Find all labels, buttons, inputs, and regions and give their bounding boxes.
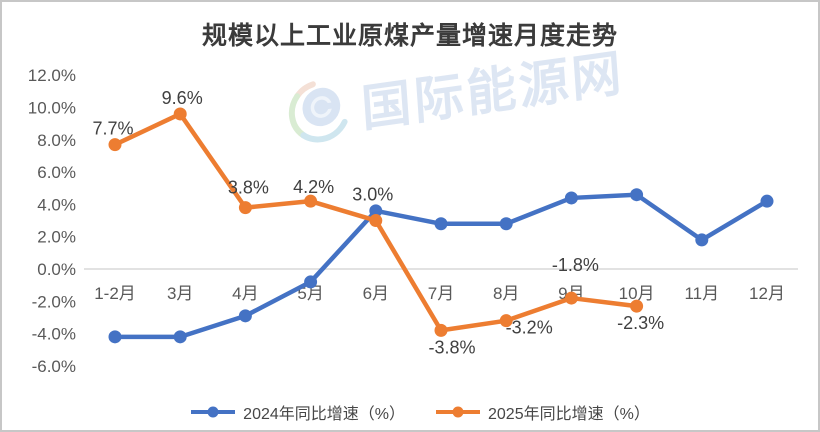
legend-label-2024: 2024年同比增速（%）: [243, 406, 405, 423]
legend-label-2025: 2025年同比增速（%）: [488, 406, 650, 423]
svg-text:8月: 8月: [493, 284, 519, 303]
svg-text:3.8%: 3.8%: [228, 178, 269, 198]
legend-item-2024: 2024年同比增速（%）: [190, 400, 405, 424]
svg-text:-3.8%: -3.8%: [428, 337, 475, 357]
svg-text:10月: 10月: [619, 284, 655, 303]
svg-text:12.0%: 12.0%: [28, 66, 76, 85]
legend-marker-2024-icon: [191, 406, 236, 418]
svg-text:10.0%: 10.0%: [28, 99, 76, 118]
svg-text:8.0%: 8.0%: [37, 131, 76, 150]
legend-item-2025: 2025年同比增速（%）: [435, 400, 650, 424]
svg-text:3月: 3月: [167, 284, 193, 303]
svg-text:4.0%: 4.0%: [37, 195, 76, 214]
svg-text:12月: 12月: [749, 284, 785, 303]
legend-marker-2025-icon: [436, 406, 480, 418]
svg-text:-6.0%: -6.0%: [32, 357, 76, 376]
svg-text:11月: 11月: [684, 284, 719, 303]
svg-text:-1.8%: -1.8%: [552, 255, 599, 275]
svg-text:4.2%: 4.2%: [293, 177, 334, 197]
svg-text:2.0%: 2.0%: [37, 228, 76, 247]
svg-text:5月: 5月: [297, 284, 323, 303]
svg-text:-4.0%: -4.0%: [32, 325, 76, 344]
svg-text:1-2月: 1-2月: [94, 284, 136, 303]
svg-text:4月: 4月: [232, 284, 258, 303]
svg-text:0.0%: 0.0%: [37, 260, 76, 279]
svg-text:9.6%: 9.6%: [162, 88, 203, 108]
svg-text:-2.3%: -2.3%: [617, 313, 664, 333]
svg-text:-2.0%: -2.0%: [32, 292, 76, 311]
svg-text:7月: 7月: [428, 284, 454, 303]
svg-text:6.0%: 6.0%: [37, 163, 76, 182]
chart-legend: 2024年同比增速（%） 2025年同比增速（%）: [2, 400, 818, 424]
page-title: 规模以上工业原煤产量增速月度走势: [201, 22, 618, 50]
svg-text:7.7%: 7.7%: [92, 119, 133, 139]
svg-text:6月: 6月: [363, 284, 389, 303]
svg-text:3.0%: 3.0%: [352, 185, 393, 205]
svg-text:-3.2%: -3.2%: [506, 318, 553, 338]
